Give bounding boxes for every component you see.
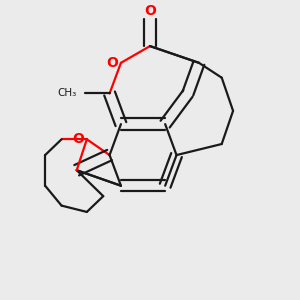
Text: O: O [72,132,84,146]
Text: O: O [106,56,118,70]
Text: O: O [144,4,156,18]
Text: CH₃: CH₃ [58,88,77,98]
